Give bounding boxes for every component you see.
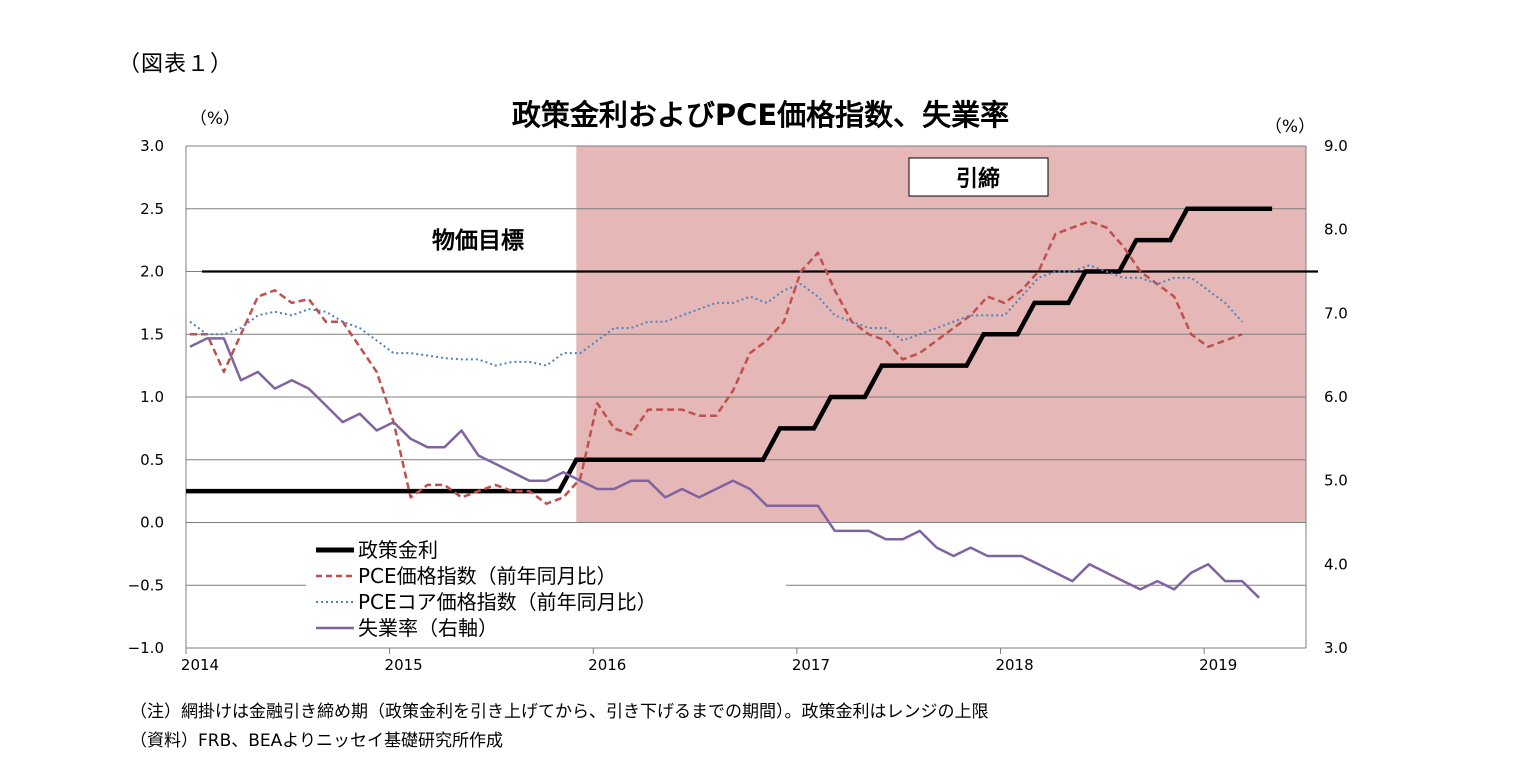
legend-label: 政策金利: [358, 538, 438, 562]
right-tick-label: 5.0: [1324, 472, 1348, 490]
left-tick-label: 0.0: [140, 514, 164, 532]
right-tick-label: 3.0: [1324, 639, 1348, 657]
left-tick-label: 1.5: [140, 325, 164, 343]
target-label: 物価目標: [432, 227, 524, 254]
right-tick-label: 9.0: [1324, 137, 1348, 155]
right-tick-label: 7.0: [1324, 304, 1348, 322]
left-tick-label: 1.0: [140, 388, 164, 406]
series-line: [186, 206, 1273, 494]
x-tick-label: 2017: [792, 656, 830, 674]
note-source: （資料）FRB、BEAよりニッセイ基礎研究所作成: [130, 731, 503, 751]
x-tick-label: 2019: [1199, 656, 1237, 674]
chart-title: 政策金利およびPCE価格指数、失業率: [511, 98, 1010, 132]
x-tick-label: 2016: [588, 656, 626, 674]
legend-label: PCEコア価格指数（前年同月比）: [358, 590, 657, 614]
x-tick-label: 2015: [385, 656, 423, 674]
left-tick-label: −1.0: [128, 639, 164, 657]
left-axis-unit: （%）: [190, 109, 240, 129]
legend-box: [306, 530, 786, 640]
x-tick-label: 2018: [995, 656, 1033, 674]
legend-label: 失業率（右軸）: [358, 616, 498, 640]
figure-label: （図表１）: [118, 52, 234, 77]
left-tick-label: 2.0: [140, 263, 164, 281]
right-tick-label: 8.0: [1324, 221, 1348, 239]
left-tick-label: 0.5: [140, 451, 164, 469]
note-shading: （注）網掛けは金融引き締め期（政策金利を引き上げてから、引き下げるまでの期間）。…: [130, 702, 989, 722]
series-line: [189, 337, 1260, 599]
right-tick-label: 4.0: [1324, 555, 1348, 573]
x-tick-label: 2014: [181, 656, 219, 674]
shade-label-box: [908, 157, 1049, 197]
shade-label: 引締: [956, 166, 1000, 192]
legend-label: PCE価格指数（前年同月比）: [358, 564, 617, 588]
left-tick-label: 3.0: [140, 137, 164, 155]
left-tick-label: 2.5: [140, 200, 164, 218]
left-tick-label: −0.5: [128, 576, 164, 594]
right-axis-unit: （%）: [1265, 117, 1315, 137]
right-tick-label: 6.0: [1324, 388, 1348, 406]
series-line: [190, 220, 1243, 505]
